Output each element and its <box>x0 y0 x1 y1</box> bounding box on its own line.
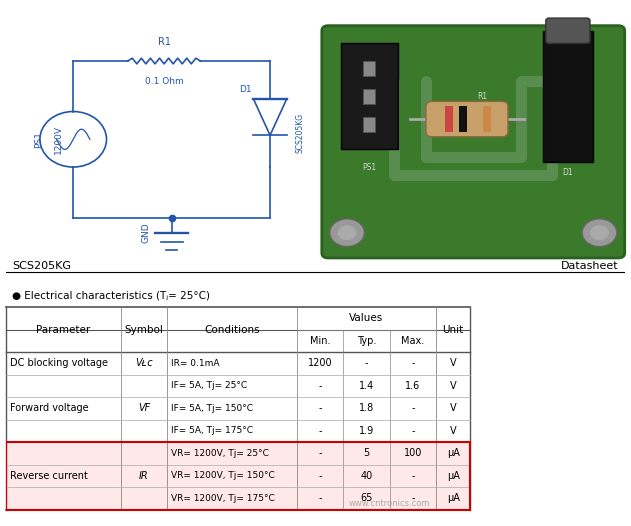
Text: Values: Values <box>350 313 384 323</box>
Text: -: - <box>319 493 322 503</box>
Text: V: V <box>450 426 456 436</box>
Text: 1.4: 1.4 <box>359 381 374 391</box>
Text: D1: D1 <box>563 168 573 177</box>
Text: 40: 40 <box>360 471 373 481</box>
Circle shape <box>582 219 617 247</box>
Text: VR= 1200V, Tj= 175°C: VR= 1200V, Tj= 175°C <box>171 494 274 503</box>
Text: -: - <box>319 403 322 413</box>
Text: SCS205KG: SCS205KG <box>296 113 305 153</box>
Text: μA: μA <box>447 493 459 503</box>
Text: www.cntronics.com: www.cntronics.com <box>349 499 430 508</box>
Text: 1.8: 1.8 <box>359 403 374 413</box>
Text: -: - <box>319 471 322 481</box>
Text: -: - <box>411 426 415 436</box>
Text: R1: R1 <box>478 92 488 101</box>
Bar <box>363 89 375 104</box>
Text: GND: GND <box>141 222 150 243</box>
Text: IF= 5A, Tj= 175°C: IF= 5A, Tj= 175°C <box>171 426 253 436</box>
Text: 1200: 1200 <box>308 358 333 368</box>
Bar <box>341 43 398 149</box>
Text: R1: R1 <box>158 37 170 47</box>
FancyBboxPatch shape <box>322 26 625 258</box>
Text: 100: 100 <box>404 448 422 458</box>
Text: 65: 65 <box>360 493 373 503</box>
Text: Min.: Min. <box>310 336 331 346</box>
Text: PS1: PS1 <box>34 131 43 148</box>
Bar <box>6 442 470 510</box>
Text: V: V <box>450 381 456 391</box>
Text: VF: VF <box>138 403 150 413</box>
FancyBboxPatch shape <box>426 102 508 137</box>
Text: -: - <box>319 381 322 391</box>
Text: ● Electrical characteristics (Tⱼ= 25°C): ● Electrical characteristics (Tⱼ= 25°C) <box>13 290 211 300</box>
Text: -: - <box>411 358 415 368</box>
Text: Unit: Unit <box>442 325 464 335</box>
Text: V: V <box>450 403 456 413</box>
Text: Datasheet: Datasheet <box>561 261 618 271</box>
Text: μA: μA <box>447 471 459 481</box>
Bar <box>543 31 593 162</box>
Text: 1200V: 1200V <box>54 125 62 154</box>
Text: -: - <box>365 358 369 368</box>
Text: IF= 5A, Tj= 25°C: IF= 5A, Tj= 25°C <box>171 381 247 390</box>
Text: Parameter: Parameter <box>37 325 91 335</box>
Text: -: - <box>319 448 322 458</box>
Text: V: V <box>450 358 456 368</box>
Text: DC blocking voltage: DC blocking voltage <box>10 358 108 368</box>
Text: -: - <box>411 471 415 481</box>
Text: Reverse current: Reverse current <box>10 471 88 481</box>
Text: Typ.: Typ. <box>357 336 376 346</box>
Circle shape <box>590 225 609 240</box>
Text: SCS205KG: SCS205KG <box>13 261 71 271</box>
Text: PS1: PS1 <box>362 163 376 171</box>
Bar <box>459 106 467 132</box>
Circle shape <box>329 219 365 247</box>
Bar <box>363 61 375 76</box>
Text: μA: μA <box>447 448 459 458</box>
Text: 1.6: 1.6 <box>405 381 420 391</box>
Text: -: - <box>411 493 415 503</box>
Text: 5: 5 <box>363 448 370 458</box>
Text: Conditions: Conditions <box>204 325 260 335</box>
Bar <box>363 117 375 132</box>
Text: -: - <box>411 403 415 413</box>
Text: -: - <box>319 426 322 436</box>
Text: Forward voltage: Forward voltage <box>10 403 88 413</box>
Bar <box>6 442 470 510</box>
Circle shape <box>338 225 357 240</box>
Text: IR= 0.1mA: IR= 0.1mA <box>171 359 220 368</box>
Text: VR= 1200V, Tj= 25°C: VR= 1200V, Tj= 25°C <box>171 449 269 458</box>
Text: IF= 5A, Tj= 150°C: IF= 5A, Tj= 150°C <box>171 404 253 413</box>
Text: Symbol: Symbol <box>124 325 163 335</box>
Text: IR: IR <box>139 471 149 481</box>
Text: VR= 1200V, Tj= 150°C: VR= 1200V, Tj= 150°C <box>171 471 274 480</box>
Text: 0.1 Ohm: 0.1 Ohm <box>144 77 184 86</box>
Text: 1.9: 1.9 <box>359 426 374 436</box>
Text: Max.: Max. <box>401 336 425 346</box>
FancyBboxPatch shape <box>546 18 590 43</box>
Bar <box>445 106 453 132</box>
Bar <box>483 106 491 132</box>
Text: Vᴌᴄ: Vᴌᴄ <box>135 358 153 368</box>
Text: D1: D1 <box>240 85 252 94</box>
